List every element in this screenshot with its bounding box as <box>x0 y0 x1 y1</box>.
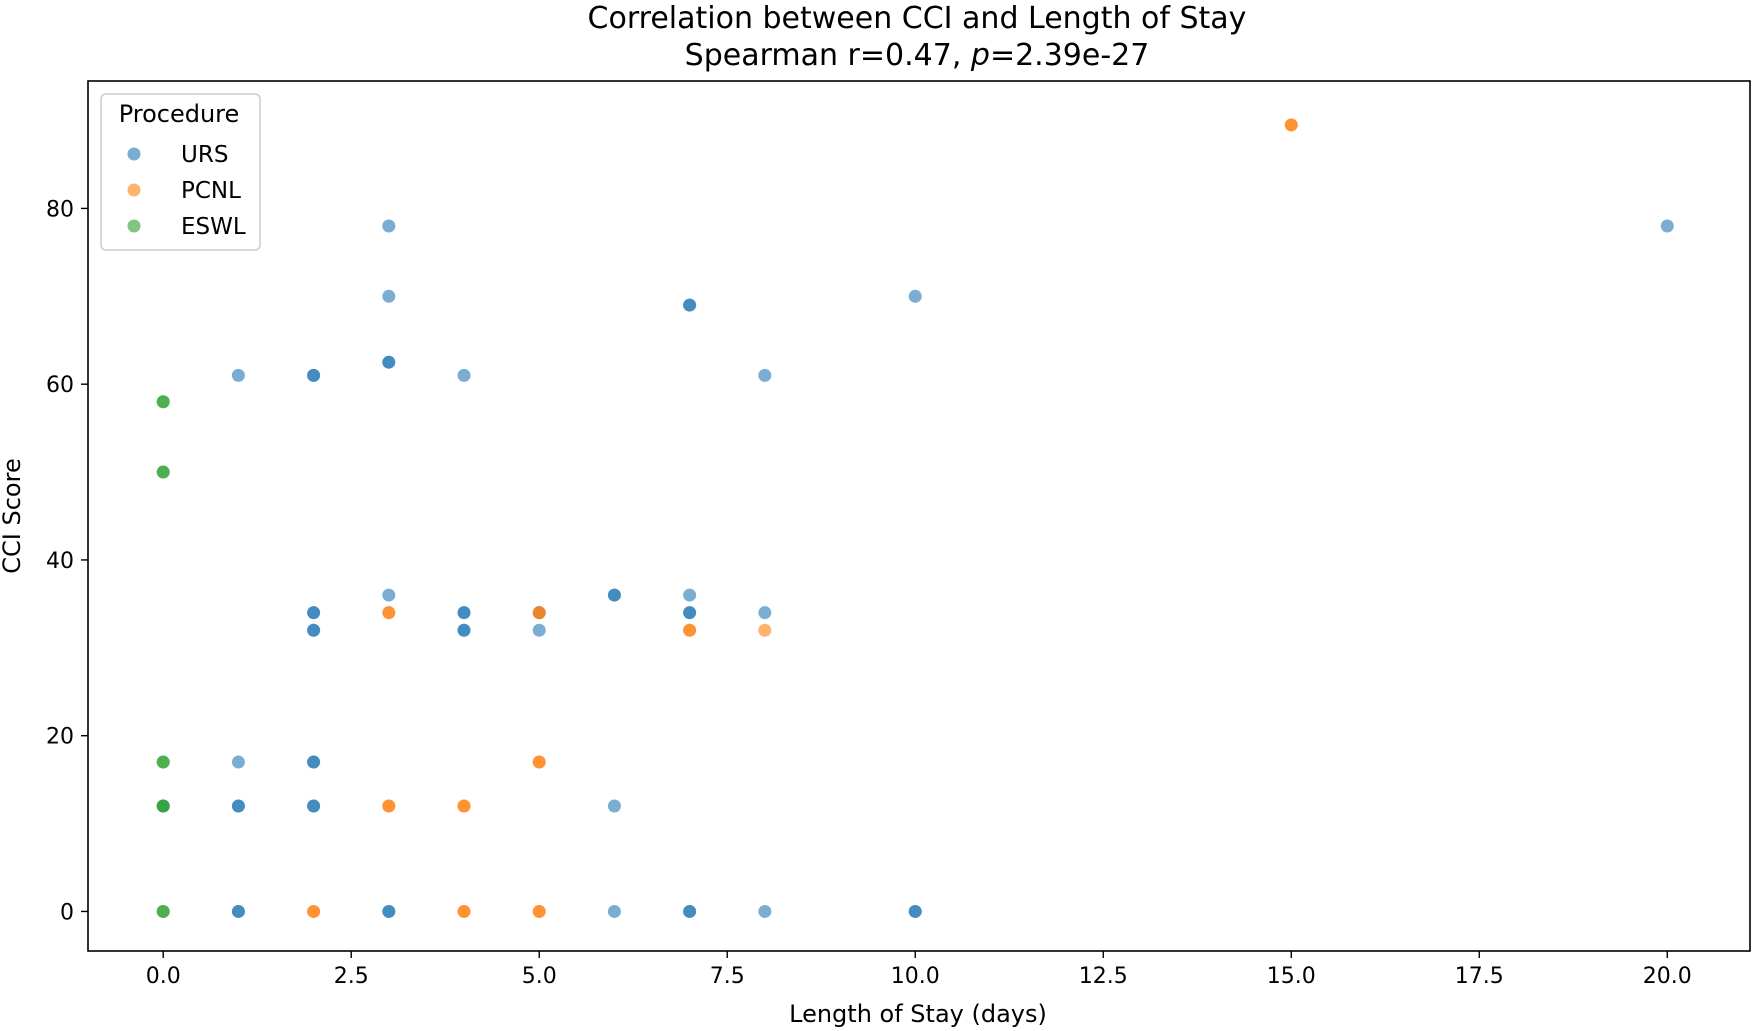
data-point-pcnl <box>457 799 471 813</box>
data-point-urs <box>607 799 621 813</box>
data-point-urs <box>758 904 772 918</box>
data-point-pcnl <box>532 904 546 918</box>
data-point-urs <box>607 904 621 918</box>
data-point-urs <box>307 623 321 637</box>
y-tick-label: 40 <box>46 549 74 574</box>
y-axis-ticks: 0 20 40 60 80 <box>46 197 88 925</box>
data-point-urs <box>382 219 396 233</box>
subtitle-suffix: =2.39e-27 <box>990 38 1149 73</box>
data-point-eswl <box>156 904 170 918</box>
y-tick-label: 20 <box>46 725 74 750</box>
data-point-urs <box>231 799 245 813</box>
data-point-pcnl <box>382 799 396 813</box>
data-point-urs <box>382 289 396 303</box>
x-tick-label: 10.0 <box>891 964 940 989</box>
data-point-urs <box>457 623 471 637</box>
data-point-pcnl <box>1284 118 1298 132</box>
data-point-urs <box>382 355 396 369</box>
data-point-urs <box>307 799 321 813</box>
data-point-pcnl <box>532 755 546 769</box>
legend-title: Procedure <box>119 100 240 128</box>
data-point-urs <box>607 588 621 602</box>
subtitle-p-symbol: p <box>970 38 990 73</box>
data-point-urs <box>231 904 245 918</box>
x-axis-label: Length of Stay (days) <box>789 1000 1047 1028</box>
data-point-urs <box>307 755 321 769</box>
data-point-urs <box>382 588 396 602</box>
data-point-pcnl <box>307 904 321 918</box>
data-point-urs <box>908 904 922 918</box>
y-tick-label: 0 <box>60 900 74 925</box>
data-point-urs <box>908 289 922 303</box>
x-tick-label: 0.0 <box>146 964 181 989</box>
x-tick-label: 2.5 <box>334 964 369 989</box>
x-tick-label: 17.5 <box>1455 964 1504 989</box>
legend-label-eswl: ESWL <box>181 214 246 240</box>
data-point-urs <box>683 298 697 312</box>
data-point-urs <box>231 368 245 382</box>
y-tick-label: 80 <box>46 197 74 222</box>
data-point-urs <box>457 368 471 382</box>
legend-label-urs: URS <box>181 142 228 168</box>
legend-label-pcnl: PCNL <box>181 178 241 204</box>
legend-marker-pcnl <box>127 183 141 197</box>
data-point-urs <box>683 904 697 918</box>
data-point-urs <box>231 755 245 769</box>
data-point-urs <box>307 606 321 620</box>
legend-box <box>100 93 261 251</box>
legend-marker-eswl <box>127 219 141 233</box>
data-point-urs <box>382 904 396 918</box>
data-point-pcnl <box>382 606 396 620</box>
x-tick-label: 20.0 <box>1643 964 1692 989</box>
data-point-urs <box>683 588 697 602</box>
x-tick-label: 15.0 <box>1267 964 1316 989</box>
data-point-eswl <box>156 799 170 813</box>
data-point-urs <box>758 368 772 382</box>
chart-title: Correlation between CCI and Length of St… <box>588 1 1247 36</box>
data-point-urs <box>758 606 772 620</box>
scatter-points <box>156 118 1674 918</box>
data-point-urs <box>1660 219 1674 233</box>
x-tick-label: 7.5 <box>710 964 745 989</box>
data-point-urs <box>307 368 321 382</box>
subtitle-prefix: Spearman r=0.47, <box>685 38 971 73</box>
data-point-urs <box>532 623 546 637</box>
y-axis-label: CCI Score <box>0 458 26 573</box>
chart-subtitle: Spearman r=0.47, p=2.39e-27 <box>685 38 1150 73</box>
data-point-pcnl <box>532 606 546 620</box>
x-tick-label: 5.0 <box>522 964 557 989</box>
data-point-urs <box>457 606 471 620</box>
x-axis-ticks: 0.0 2.5 5.0 7.5 10.0 12.5 15.0 17.5 20.0 <box>146 951 1692 989</box>
plot-area <box>87 80 1751 952</box>
data-point-eswl <box>156 755 170 769</box>
legend: Procedure URS PCNL ESWL <box>100 93 261 251</box>
data-point-urs <box>683 606 697 620</box>
y-tick-label: 60 <box>46 373 74 398</box>
data-point-pcnl <box>683 623 697 637</box>
legend-marker-urs <box>127 147 141 161</box>
data-point-eswl <box>156 465 170 479</box>
legend-entries: URS PCNL ESWL <box>127 142 246 240</box>
data-point-eswl <box>156 395 170 409</box>
x-tick-label: 12.5 <box>1079 964 1128 989</box>
data-point-pcnl <box>758 623 772 637</box>
data-point-pcnl <box>457 904 471 918</box>
